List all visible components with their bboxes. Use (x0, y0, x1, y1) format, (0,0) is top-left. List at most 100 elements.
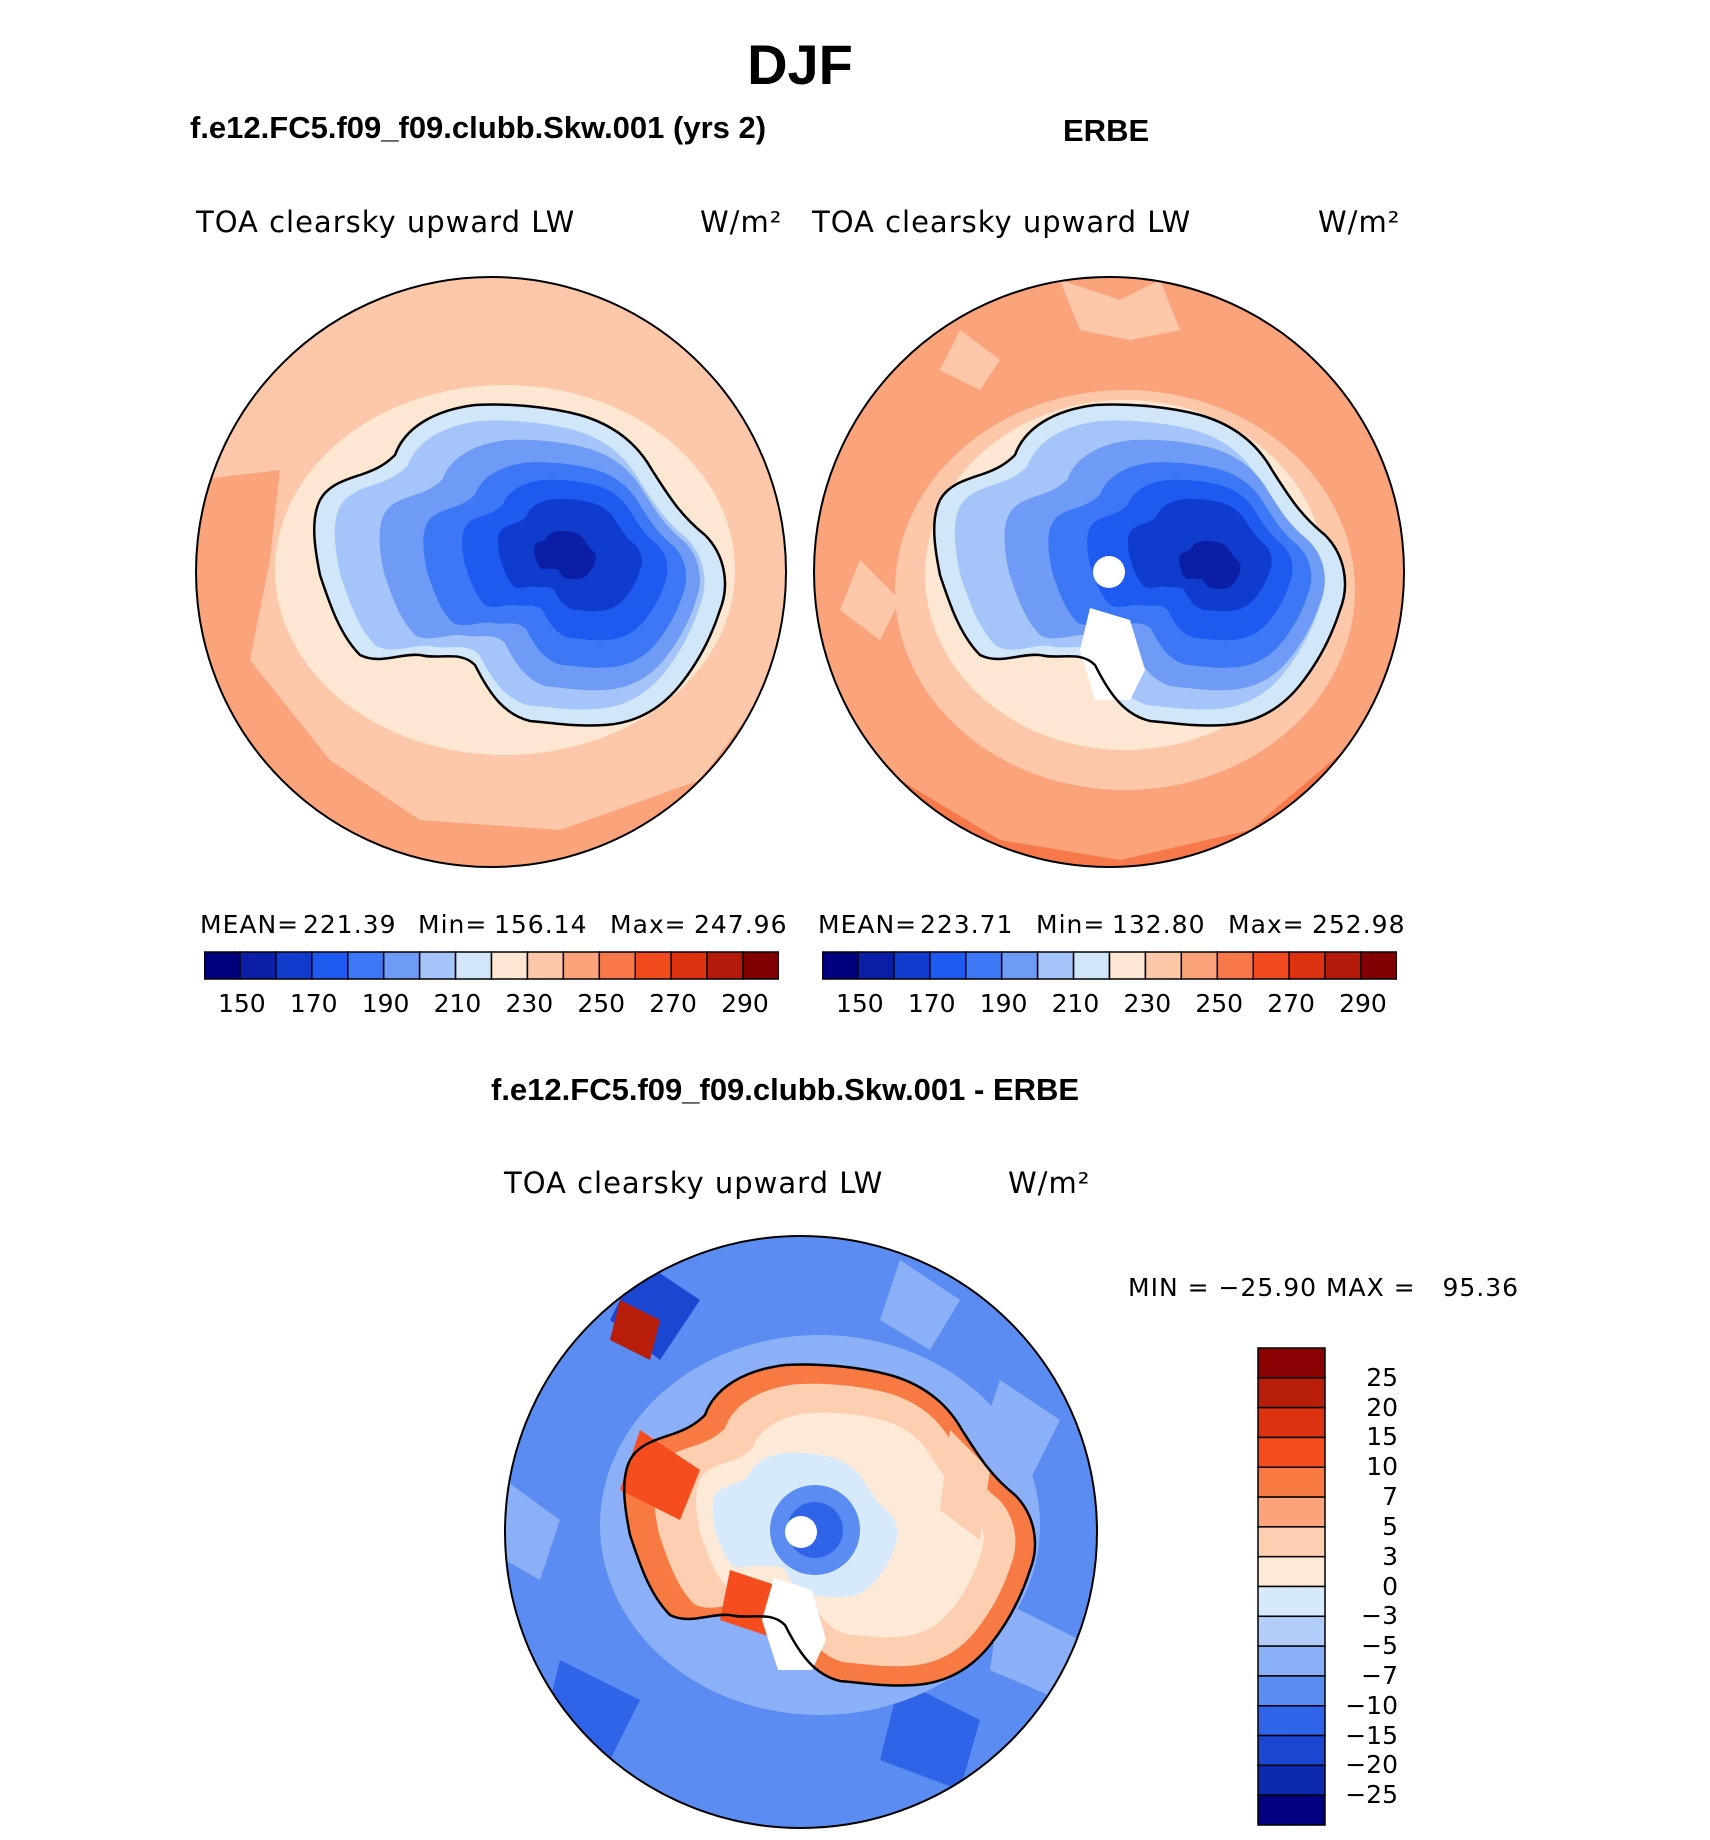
model-colorbar-swatch (454, 951, 493, 980)
diff-colorbar-tick-label: 0 (1382, 1571, 1398, 1601)
obs-min-value: 132.80 (1112, 910, 1206, 939)
page-title: DJF (747, 33, 853, 96)
model-colorbar-tick-label: 250 (577, 989, 626, 1018)
model-colorbar-tick-label: 290 (721, 989, 769, 1018)
model-colorbar-tick-label: 190 (361, 989, 410, 1018)
obs-units-label: W/m² (1318, 205, 1401, 239)
diff-colorbar-swatch (1257, 1705, 1326, 1737)
model-colorbar-swatch (239, 951, 277, 980)
obs-colorbar-tick-label: 210 (1051, 989, 1100, 1018)
obs-colorbar-swatch (1324, 951, 1362, 980)
diff-units-label: W/m² (1008, 1166, 1091, 1200)
diff-variable-label: TOA clearsky upward LW (504, 1166, 884, 1200)
obs-colorbar-swatch (1108, 951, 1147, 980)
obs-colorbar-swatch (929, 951, 967, 980)
obs-colorbar-swatch (1144, 951, 1183, 980)
model-colorbar-swatch (490, 951, 529, 980)
model-max-label: Max= (610, 910, 687, 939)
model-colorbar-swatch (311, 951, 349, 980)
model-colorbar-swatch (526, 951, 565, 980)
diff-colorbar-swatch (1257, 1347, 1326, 1379)
diff-colorbar-tick-label: −15 (1345, 1720, 1398, 1750)
model-colorbar-swatch (275, 951, 313, 980)
model-colorbar-tick-label: 150 (217, 989, 266, 1018)
obs-colorbar-tick-label: 270 (1267, 989, 1315, 1018)
obs-colorbar-swatch (1252, 951, 1290, 980)
diff-colorbar-tick-label: −7 (1361, 1660, 1398, 1690)
model-min-label: Min= (418, 910, 488, 939)
obs-max-value: 252.98 (1312, 910, 1406, 939)
diff-colorbar-tick-label: −10 (1345, 1690, 1398, 1720)
obs-colorbar-swatch (1288, 951, 1326, 980)
model-colorbar-tick-label: 210 (433, 989, 482, 1018)
obs-colorbar-tick-label: 250 (1195, 989, 1244, 1018)
obs-case-title: ERBE (1063, 113, 1150, 148)
model-colorbar-swatch (562, 951, 601, 980)
diff-colorbar-swatch (1257, 1734, 1326, 1767)
model-colorbar-swatch (418, 951, 457, 980)
model-max-value: 247.96 (694, 910, 788, 939)
model-colorbar-tick-label: 270 (649, 989, 697, 1018)
obs-polar-map (814, 277, 1404, 867)
diff-colorbar-swatch (1257, 1585, 1326, 1618)
diff-colorbar-tick-label: 10 (1366, 1452, 1398, 1482)
diff-colorbar-swatch (1257, 1436, 1326, 1468)
diff-colorbar-tick-label: −5 (1361, 1631, 1398, 1661)
diff-case-title: f.e12.FC5.f09_f09.clubb.Skw.001 - ERBE (491, 1072, 1080, 1107)
obs-colorbar-tick-label: 290 (1339, 989, 1387, 1018)
diff-colorbar-swatch (1257, 1406, 1326, 1439)
model-colorbar-swatch (742, 951, 779, 980)
diff-colorbar-swatch (1257, 1496, 1326, 1528)
obs-max-label: Max= (1228, 910, 1305, 939)
model-colorbar-swatch (382, 951, 421, 980)
model-min-value: 156.14 (494, 910, 588, 939)
obs-colorbar-swatch (893, 951, 931, 980)
obs-mean-label: MEAN= (818, 910, 918, 939)
diff-colorbar-tick-label: 3 (1382, 1541, 1398, 1571)
obs-colorbar-swatch (1072, 951, 1111, 980)
model-colorbar (204, 951, 779, 980)
model-colorbar-swatch (204, 951, 241, 980)
diff-colorbar-swatch (1257, 1377, 1326, 1409)
model-mean-value: 221.39 (303, 910, 397, 939)
diff-colorbar-swatch (1257, 1764, 1326, 1796)
obs-colorbar-swatch (1360, 951, 1397, 980)
diff-colorbar-swatch (1257, 1555, 1326, 1588)
obs-colorbar-tick-label: 230 (1123, 989, 1172, 1018)
obs-colorbar (822, 951, 1397, 980)
diff-minmax-label: MIN = −25.90 MAX = 95.36 (1128, 1273, 1520, 1302)
model-colorbar-swatch (706, 951, 744, 980)
diff-colorbar-swatch (1257, 1794, 1326, 1826)
obs-colorbar-tick-label: 150 (835, 989, 884, 1018)
obs-colorbar-swatch (857, 951, 895, 980)
obs-variable-label: TOA clearsky upward LW (812, 205, 1192, 239)
model-colorbar-tick-label: 170 (289, 989, 338, 1018)
obs-colorbar-tick-label: 190 (979, 989, 1028, 1018)
obs-colorbar-swatch (1000, 951, 1039, 980)
diff-colorbar-tick-label: 15 (1366, 1422, 1398, 1452)
model-polar-map (196, 277, 786, 867)
diff-colorbar-swatch (1257, 1466, 1326, 1498)
obs-colorbar-swatch (1180, 951, 1219, 980)
diff-colorbar-tick-label: −3 (1361, 1601, 1398, 1631)
diff-colorbar-tick-label: −25 (1345, 1780, 1398, 1810)
diff-colorbar-tick-label: 5 (1382, 1511, 1398, 1541)
diff-polar-map (505, 1236, 1097, 1828)
diff-colorbar-tick-label: −20 (1345, 1750, 1398, 1780)
diff-colorbar-swatch (1257, 1526, 1326, 1558)
diff-colorbar-swatch (1257, 1645, 1326, 1677)
model-colorbar-swatch (347, 951, 385, 980)
obs-colorbar-swatch (965, 951, 1003, 980)
model-variable-label: TOA clearsky upward LW (196, 205, 576, 239)
model-colorbar-swatch (598, 951, 636, 980)
diff-colorbar-swatch (1257, 1615, 1326, 1647)
obs-mean-value: 223.71 (920, 910, 1014, 939)
obs-colorbar-tick-label: 170 (907, 989, 956, 1018)
diff-colorbar (1257, 1347, 1326, 1826)
obs-colorbar-swatch (1216, 951, 1254, 980)
model-case-title: f.e12.FC5.f09_f09.clubb.Skw.001 (yrs 2) (190, 110, 767, 145)
diff-colorbar-swatch (1257, 1675, 1326, 1707)
diff-colorbar-tick-label: 20 (1366, 1392, 1398, 1422)
diff-colorbar-tick-label: 7 (1382, 1482, 1398, 1512)
